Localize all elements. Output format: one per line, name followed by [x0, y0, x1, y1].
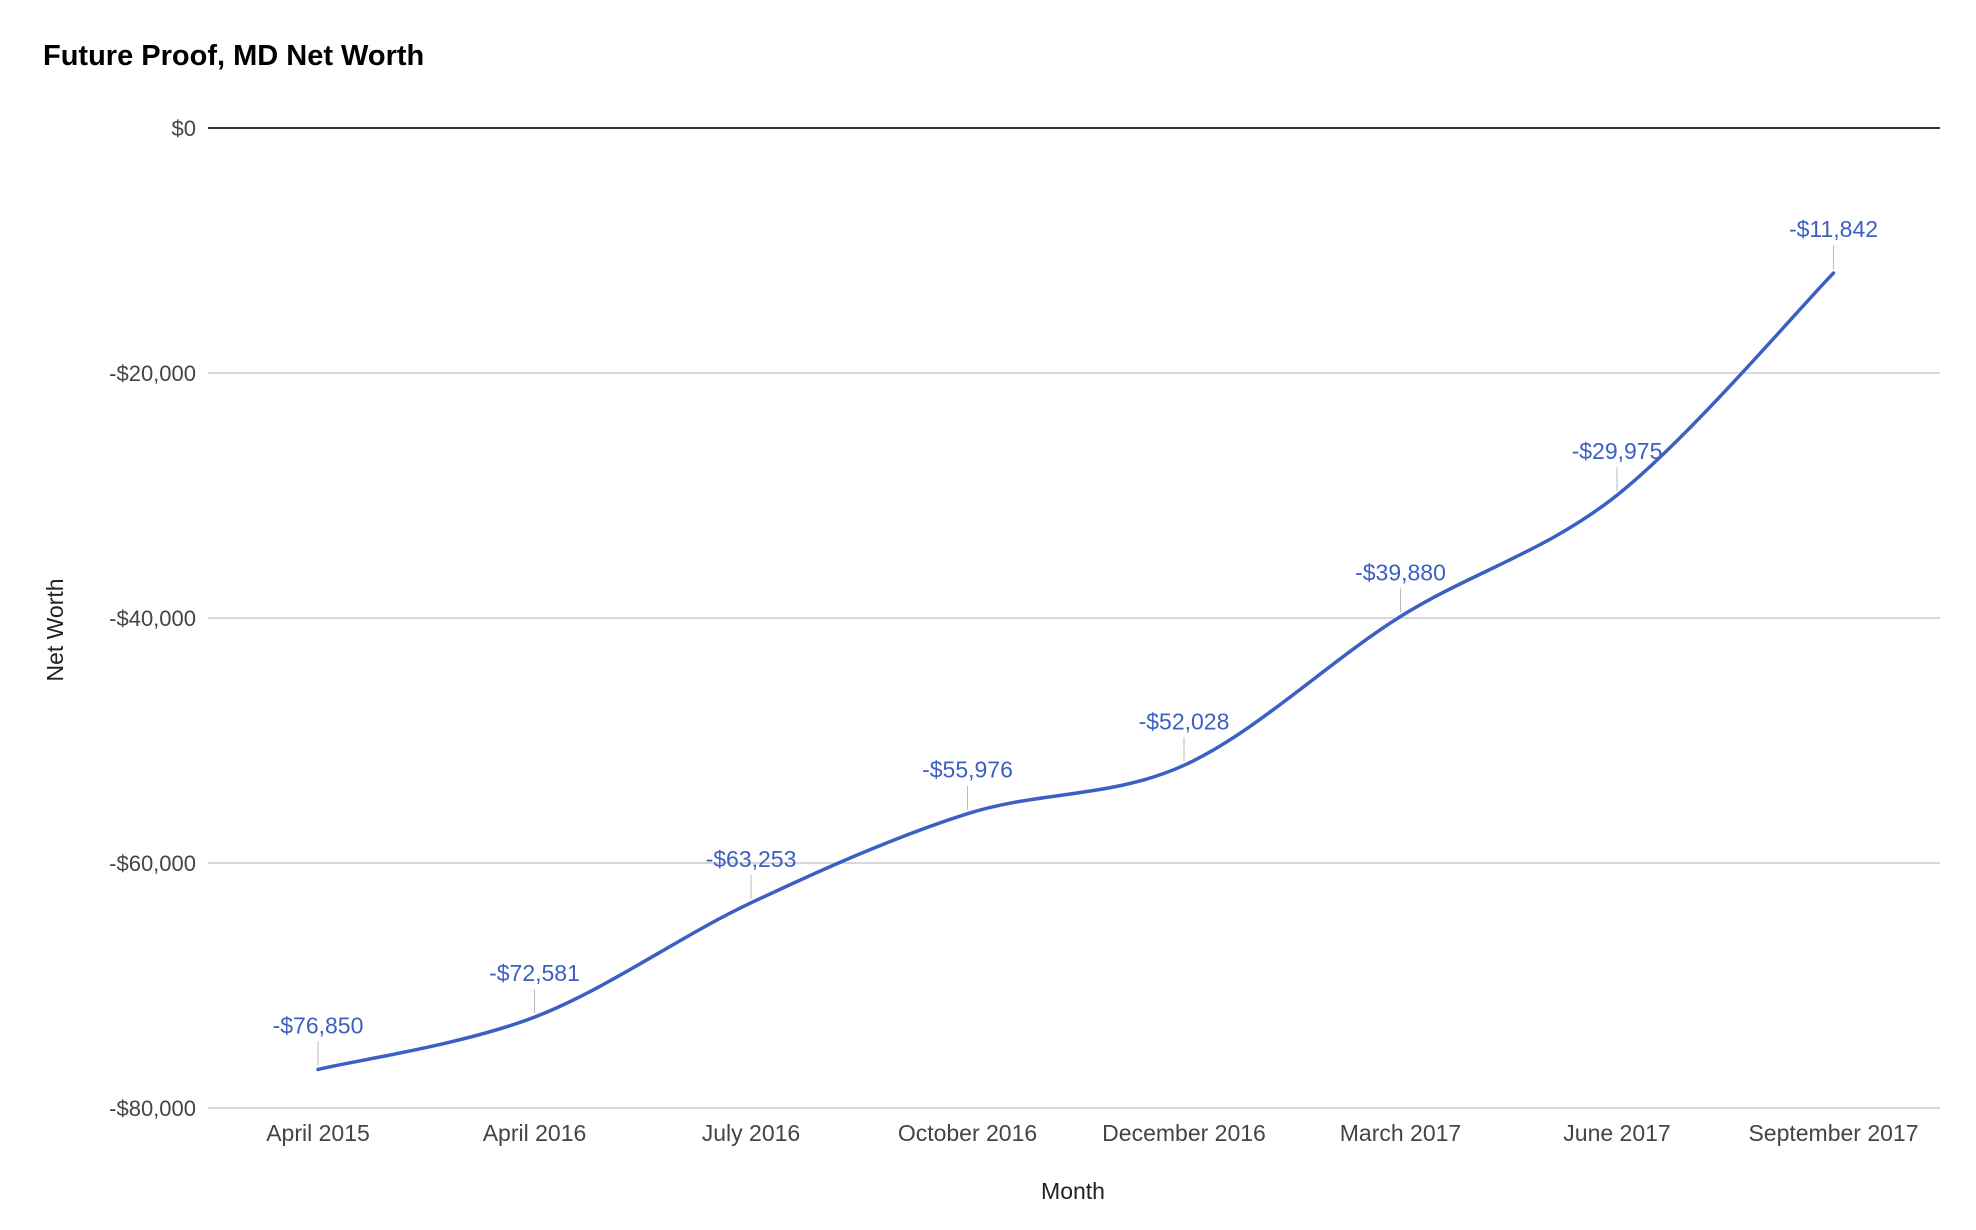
data-label: -$29,975	[1572, 438, 1663, 464]
data-point	[532, 1014, 538, 1020]
data-point	[1614, 492, 1620, 498]
data-label: -$55,976	[922, 757, 1013, 783]
data-label: -$76,850	[273, 1012, 364, 1038]
x-tick-label: July 2016	[702, 1120, 800, 1146]
y-axis-ticks: $0 -$20,000 -$40,000 -$60,000 -$80,000	[109, 116, 196, 1121]
y-tick-label: $0	[172, 116, 196, 141]
data-label: -$39,880	[1355, 560, 1446, 586]
x-tick-label: December 2016	[1102, 1120, 1266, 1146]
data-point	[748, 900, 754, 906]
y-tick-label: -$20,000	[109, 361, 196, 386]
data-label: -$72,581	[489, 960, 580, 986]
chart-title: Future Proof, MD Net Worth	[43, 40, 424, 72]
y-tick-label: -$60,000	[109, 851, 196, 876]
x-axis-title: Month	[1041, 1178, 1105, 1204]
x-tick-label: June 2017	[1563, 1120, 1670, 1146]
x-axis-ticks: April 2015 April 2016 July 2016 October 201…	[266, 1120, 1918, 1146]
y-tick-label: -$40,000	[109, 606, 196, 631]
data-label: -$52,028	[1139, 708, 1230, 734]
data-point	[315, 1066, 321, 1072]
data-label: -$11,842	[1789, 216, 1878, 242]
data-point	[965, 811, 971, 817]
x-tick-label: March 2017	[1340, 1120, 1461, 1146]
series-line-net-worth	[316, 271, 1836, 1072]
data-labels: -$76,850 -$72,581 -$63,253 -$55,976 -$52,028…	[273, 216, 1878, 1066]
data-point	[1831, 270, 1837, 276]
x-tick-label: April 2016	[483, 1120, 587, 1146]
data-label: -$63,253	[706, 846, 797, 872]
x-tick-label: September 2017	[1748, 1120, 1918, 1146]
series-net-worth	[315, 270, 1837, 1072]
y-tick-label: -$80,000	[109, 1096, 196, 1121]
data-point	[1181, 762, 1187, 768]
y-axis-title: Net Worth	[42, 578, 68, 681]
gridlines	[208, 127, 1940, 1109]
x-tick-label: April 2015	[266, 1120, 370, 1146]
data-point	[1398, 614, 1404, 620]
x-tick-label: October 2016	[898, 1120, 1037, 1146]
